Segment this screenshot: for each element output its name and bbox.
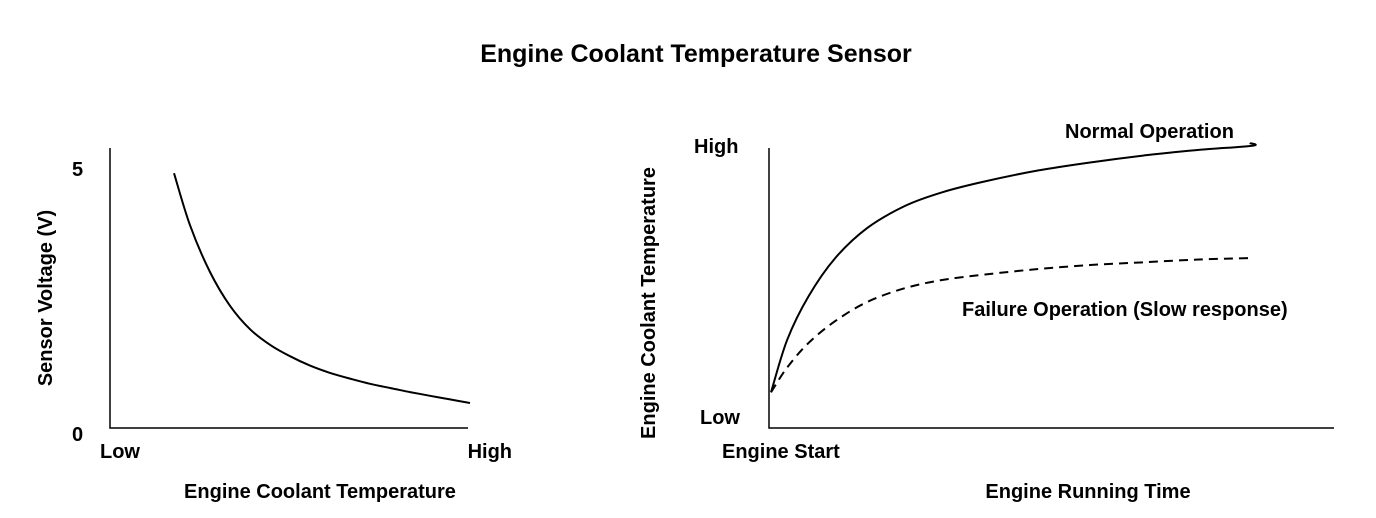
failure-operation-curve: [770, 257, 1250, 393]
figure-title: Engine Coolant Temperature Sensor: [480, 40, 912, 68]
left-xtick-high: High: [468, 441, 512, 463]
right-series-group: [770, 142, 1257, 393]
voltage-curve: [173, 172, 471, 404]
left-series-group: [173, 172, 471, 404]
series-label-failure: Failure Operation (Slow response): [962, 299, 1288, 321]
right-ytick-low: Low: [700, 407, 740, 429]
left-xlabel: Engine Coolant Temperature: [184, 481, 456, 503]
right-axes: [768, 148, 1334, 429]
left-ylabel: Sensor Voltage (V): [35, 210, 57, 386]
left-ytick-low: 0: [72, 424, 83, 446]
right-xtick-start: Engine Start: [722, 441, 840, 463]
left-ytick-high: 5: [72, 159, 83, 181]
right-ylabel: Engine Coolant Temperature: [638, 167, 660, 439]
right-ytick-high: High: [694, 136, 738, 158]
normal-operation-curve: [770, 142, 1257, 393]
left-xtick-low: Low: [100, 441, 140, 463]
temperature-chart: High Low Engine Start Engine Running Tim…: [638, 121, 1334, 503]
series-label-normal: Normal Operation: [1065, 121, 1234, 143]
voltage-chart: 5 0 Low High Engine Coolant Temperature …: [35, 148, 512, 503]
right-xlabel: Engine Running Time: [985, 481, 1190, 503]
left-axes: [109, 148, 468, 429]
